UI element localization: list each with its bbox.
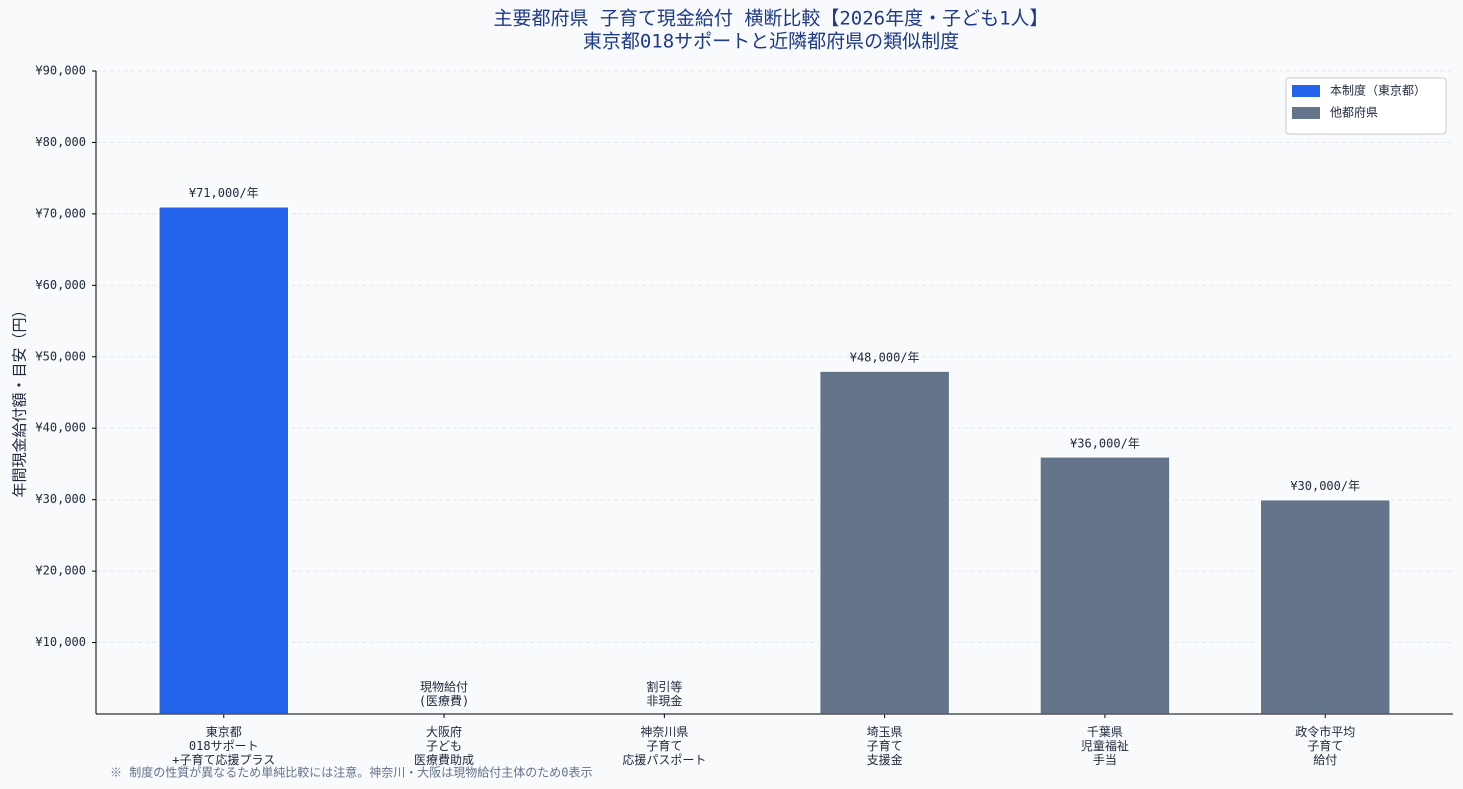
value-label: ¥48,000/年 <box>850 351 920 365</box>
x-tick-label: 神奈川県子育て応援パスポート <box>622 725 706 767</box>
value-label: ¥36,000/年 <box>1070 436 1140 450</box>
value-label: ¥30,000/年 <box>1290 479 1360 493</box>
y-tick-label: ¥90,000 <box>35 64 86 78</box>
y-tick-label: ¥60,000 <box>35 278 86 292</box>
chart-subtitle: 東京都018サポートと近隣都府県の類似制度 <box>583 31 959 53</box>
bar <box>1039 456 1171 715</box>
legend-label: 本制度（東京都） <box>1330 83 1426 98</box>
value-label: 割引等非現金 <box>646 679 682 708</box>
y-tick-label: ¥10,000 <box>35 635 86 649</box>
y-axis-label: 年間現金給付額・目安（円） <box>11 302 29 497</box>
bar <box>1259 498 1391 715</box>
value-label: 現物給付(医療費) <box>419 680 469 708</box>
y-tick-label: ¥70,000 <box>35 206 86 220</box>
x-tick-label: 東京都 018サポート+子育て応援プラス <box>172 725 275 767</box>
legend-label: 他都府県 <box>1330 105 1378 120</box>
x-tick-label: 政令市平均子育て給付 <box>1295 724 1355 767</box>
y-tick-label: ¥20,000 <box>35 564 86 578</box>
footnote: ※ 制度の性質が異なるため単純比較には注意。神奈川・大阪は現物給付主体のため0表… <box>110 765 592 780</box>
chart-title: 主要都府県 子育て現金給付 横断比較【2026年度・子ども1人】 <box>493 8 1048 30</box>
bar <box>158 205 290 715</box>
x-tick-label: 千葉県児童福祉手当 <box>1081 725 1129 767</box>
bar <box>818 370 951 715</box>
value-label: ¥71,000/年 <box>189 186 259 200</box>
x-tick-label: 大阪府子ども医療費助成 <box>414 724 474 767</box>
x-tick-label: 埼玉県子育て支援金 <box>867 725 903 767</box>
legend-swatch <box>1292 85 1320 97</box>
legend-box <box>1285 77 1447 135</box>
legend-swatch <box>1292 107 1320 119</box>
y-tick-label: ¥80,000 <box>35 135 86 149</box>
y-tick-label: ¥40,000 <box>35 421 86 435</box>
y-tick-label: ¥30,000 <box>35 492 86 506</box>
y-tick-label: ¥50,000 <box>35 349 86 363</box>
